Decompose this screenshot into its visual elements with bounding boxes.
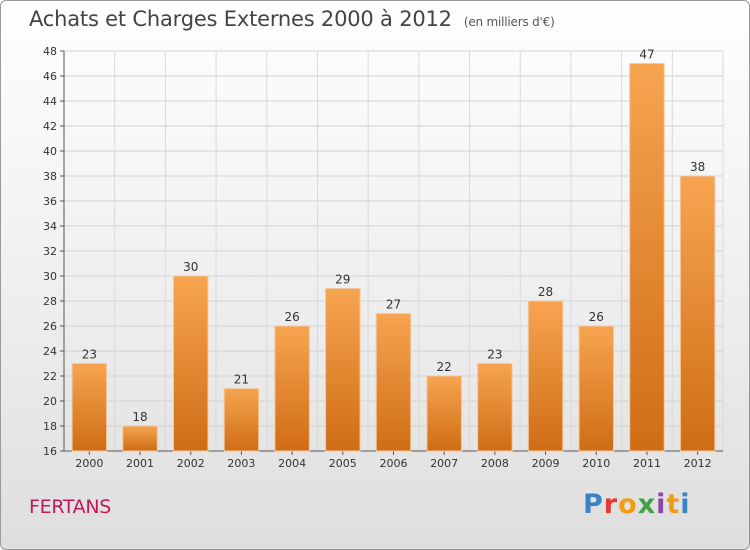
logo-letter: t [666, 489, 681, 520]
proxiti-logo[interactable]: Proxiti [583, 489, 691, 520]
logo-letter: o [618, 489, 638, 520]
x-tick-label: 2006 [380, 457, 408, 470]
bar-2003 [223, 388, 260, 452]
bar-2009 [527, 300, 564, 452]
y-tick-label: 28 [43, 295, 57, 308]
bar-value-label: 26 [284, 310, 299, 324]
logo-letter: x [637, 489, 657, 520]
y-tick-label: 26 [43, 320, 57, 333]
x-tick-label: 2011 [633, 457, 661, 470]
logo-letter: P [583, 489, 604, 520]
y-tick-label: 42 [43, 120, 57, 133]
y-tick-label: 34 [43, 220, 57, 233]
chart-title: Achats et Charges Externes 2000 à 2012 (e… [29, 7, 555, 31]
y-tick-label: 46 [43, 70, 57, 83]
logo-letter: i [680, 489, 691, 520]
x-tick-label: 2005 [329, 457, 357, 470]
bar-value-label: 21 [234, 373, 249, 387]
y-tick-label: 48 [43, 45, 57, 58]
bar-value-label: 28 [538, 285, 553, 299]
y-tick-label: 32 [43, 245, 57, 258]
bar-2002 [172, 275, 209, 452]
bar-2010 [578, 325, 615, 452]
x-tick-label: 2009 [532, 457, 560, 470]
bar-2000 [71, 363, 108, 452]
y-tick-label: 44 [43, 95, 57, 108]
x-tick-label: 2000 [75, 457, 103, 470]
x-tick-label: 2008 [481, 457, 509, 470]
x-tick-label: 2007 [430, 457, 458, 470]
logo-letter: i [656, 489, 667, 520]
x-tick-label: 2003 [227, 457, 255, 470]
bar-value-label: 27 [386, 298, 401, 312]
bar-2012 [679, 175, 716, 452]
bar-2008 [477, 363, 513, 452]
x-tick-label: 2004 [278, 457, 306, 470]
x-tick-label: 2002 [177, 457, 205, 470]
x-tick-label: 2001 [126, 457, 154, 470]
bar-value-label: 30 [183, 260, 198, 274]
bar-value-label: 23 [82, 348, 97, 362]
commune-name: FERTANS [29, 496, 112, 518]
y-tick-label: 16 [43, 445, 57, 458]
bar-value-label: 38 [690, 160, 705, 174]
bar-2001 [122, 425, 158, 452]
bar-value-label: 23 [487, 348, 502, 362]
bar-value-label: 18 [132, 410, 147, 424]
bar-value-label: 26 [589, 310, 604, 324]
unit-label: (en milliers d'€) [463, 15, 555, 29]
y-tick-label: 38 [43, 170, 57, 183]
y-tick-label: 36 [43, 195, 57, 208]
bar-2004 [274, 325, 310, 452]
y-tick-label: 30 [43, 270, 57, 283]
bar-2011 [629, 63, 665, 452]
y-tick-label: 40 [43, 145, 57, 158]
bar-value-label: 47 [639, 48, 654, 62]
logo-letter: r [603, 489, 619, 520]
y-tick-label: 20 [43, 395, 57, 408]
y-tick-label: 24 [43, 345, 57, 358]
bar-2006 [375, 313, 412, 452]
x-tick-label: 2012 [684, 457, 712, 470]
x-tick-label: 2010 [582, 457, 610, 470]
bar-2007 [426, 375, 462, 452]
title-text: Achats et Charges Externes 2000 à 2012 [29, 7, 452, 31]
bar-2005 [325, 288, 361, 452]
bar-value-label: 29 [335, 273, 350, 287]
y-tick-label: 22 [43, 370, 57, 383]
bar-value-label: 22 [437, 360, 452, 374]
y-tick-label: 18 [43, 420, 57, 433]
